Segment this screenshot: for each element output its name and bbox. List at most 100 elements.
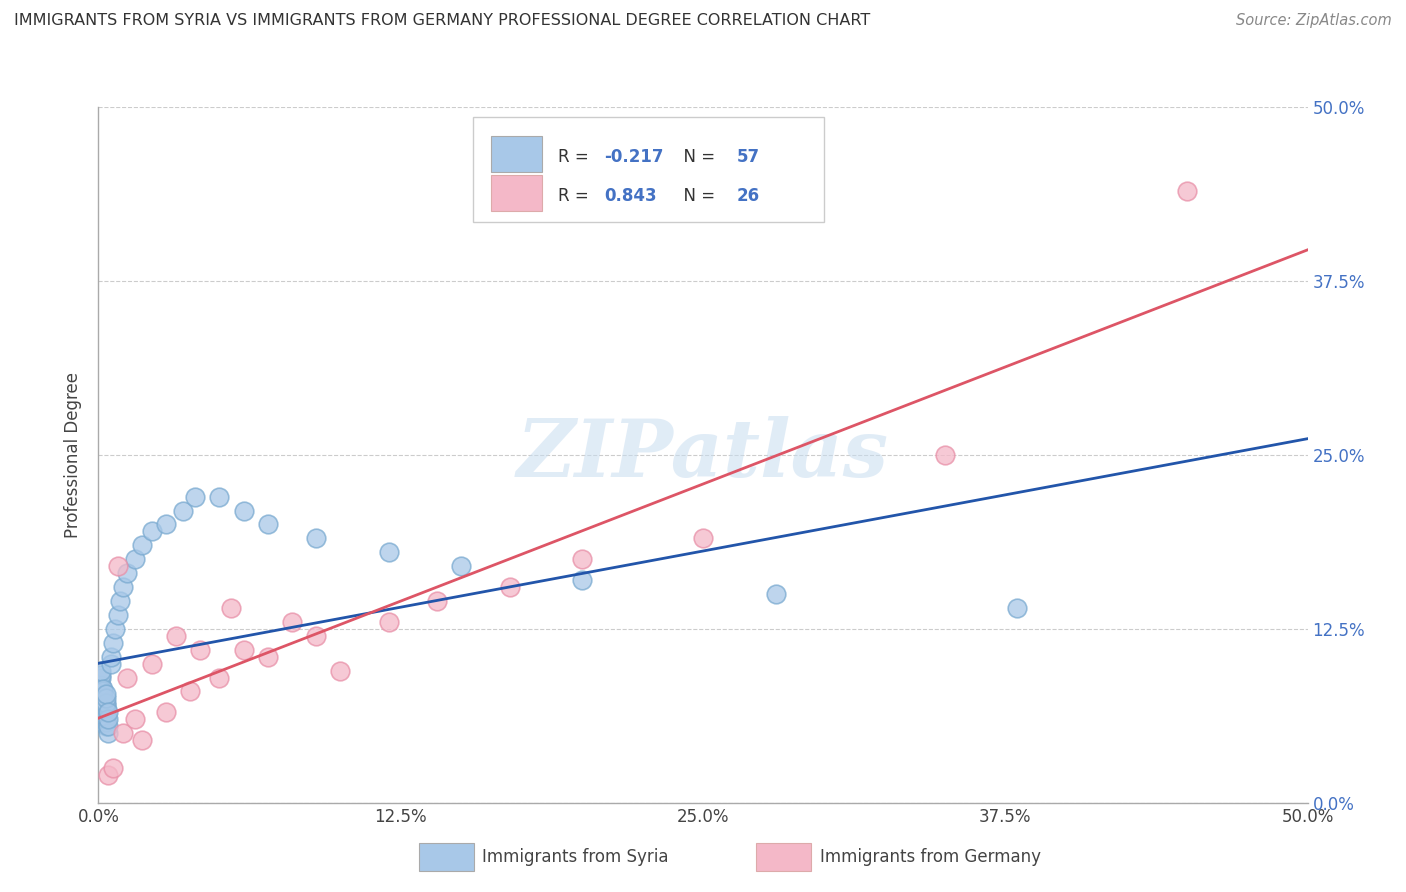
FancyBboxPatch shape [474, 118, 824, 222]
Point [184, 490, 207, 504]
Point [94, 687, 117, 701]
Point [117, 566, 139, 581]
Point [155, 517, 177, 532]
Point [111, 726, 134, 740]
Point [571, 573, 593, 587]
Point [165, 629, 187, 643]
Point [97, 726, 120, 740]
Point [571, 552, 593, 566]
Point [305, 629, 328, 643]
Point [329, 664, 352, 678]
Text: 57: 57 [737, 148, 761, 166]
Point [934, 448, 956, 462]
Text: Source: ZipAtlas.com: Source: ZipAtlas.com [1236, 13, 1392, 29]
Point [97, 706, 120, 720]
Point [305, 532, 328, 546]
Point [155, 706, 177, 720]
FancyBboxPatch shape [492, 175, 543, 211]
Y-axis label: Professional Degree: Professional Degree [65, 372, 83, 538]
Point [101, 761, 124, 775]
Point [90, 671, 112, 685]
Point [90, 706, 112, 720]
Point [179, 684, 201, 698]
Point [94, 719, 117, 733]
Point [221, 601, 243, 615]
Point [97, 712, 120, 726]
Point [104, 622, 127, 636]
Point [498, 580, 520, 594]
Point [208, 671, 231, 685]
Point [97, 719, 120, 733]
Point [256, 517, 278, 532]
Point [94, 701, 117, 715]
Point [90, 696, 112, 710]
Point [91, 706, 114, 720]
Point [101, 636, 124, 650]
Point [91, 698, 114, 713]
Point [100, 657, 122, 671]
Point [131, 538, 153, 552]
Point [124, 712, 146, 726]
Point [111, 580, 134, 594]
Text: R =: R = [558, 187, 593, 205]
Point [692, 532, 714, 546]
Point [91, 709, 114, 723]
Point [141, 657, 163, 671]
Point [91, 712, 114, 726]
Point [94, 709, 117, 723]
Point [90, 691, 112, 706]
Text: 26: 26 [737, 187, 761, 205]
Text: ZIPatlas: ZIPatlas [517, 417, 889, 493]
Point [94, 696, 117, 710]
Point [256, 649, 278, 664]
Point [1175, 184, 1198, 198]
Text: -0.217: -0.217 [603, 148, 664, 166]
Point [94, 715, 117, 730]
Point [91, 696, 114, 710]
Point [426, 594, 449, 608]
Point [765, 587, 787, 601]
Point [94, 691, 117, 706]
Point [172, 503, 194, 517]
Text: 0.843: 0.843 [603, 187, 657, 205]
Text: N =: N = [673, 148, 720, 166]
Point [377, 615, 399, 629]
Point [450, 559, 472, 574]
Point [94, 712, 117, 726]
Text: R =: R = [558, 148, 593, 166]
Point [141, 524, 163, 539]
Point [131, 733, 153, 747]
Point [107, 559, 129, 574]
Point [108, 594, 131, 608]
Text: Immigrants from Syria: Immigrants from Syria [482, 848, 669, 866]
Point [94, 698, 117, 713]
Point [90, 664, 112, 678]
Point [91, 691, 114, 706]
Point [91, 689, 114, 703]
Point [107, 607, 129, 622]
Point [90, 681, 112, 696]
Point [90, 698, 112, 713]
Point [97, 768, 120, 782]
Point [100, 649, 122, 664]
Point [91, 684, 114, 698]
Point [90, 684, 112, 698]
Point [377, 545, 399, 559]
FancyBboxPatch shape [492, 136, 543, 172]
Point [188, 642, 211, 657]
Point [232, 503, 254, 517]
Point [117, 671, 139, 685]
Text: N =: N = [673, 187, 720, 205]
Text: IMMIGRANTS FROM SYRIA VS IMMIGRANTS FROM GERMANY PROFESSIONAL DEGREE CORRELATION: IMMIGRANTS FROM SYRIA VS IMMIGRANTS FROM… [14, 13, 870, 29]
Point [124, 552, 146, 566]
Point [232, 642, 254, 657]
Point [91, 701, 114, 715]
Point [90, 667, 112, 681]
Point [94, 706, 117, 720]
Point [90, 677, 112, 691]
Point [91, 681, 114, 696]
Point [281, 615, 304, 629]
Point [1007, 601, 1029, 615]
Text: Immigrants from Germany: Immigrants from Germany [820, 848, 1040, 866]
Point [208, 490, 231, 504]
